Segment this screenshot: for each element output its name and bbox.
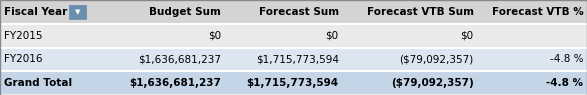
Text: $0: $0 (208, 31, 221, 41)
Bar (104, 0, 225, 24)
Text: $0: $0 (326, 31, 339, 41)
Text: Forecast VTB %: Forecast VTB % (492, 7, 583, 17)
Text: ▼: ▼ (75, 9, 80, 15)
Bar (225, 24, 342, 48)
Bar (342, 71, 477, 95)
Bar (477, 24, 587, 48)
Bar (342, 48, 477, 71)
Bar (0, 71, 104, 95)
Bar (477, 0, 587, 24)
Bar (104, 48, 225, 71)
Bar (477, 71, 587, 95)
Bar (69, 5, 86, 19)
Text: ($79,092,357): ($79,092,357) (391, 78, 474, 88)
Bar (342, 24, 477, 48)
Text: FY2016: FY2016 (4, 54, 43, 64)
Text: -4.8 %: -4.8 % (546, 78, 583, 88)
Text: FY2015: FY2015 (4, 31, 43, 41)
Text: ($79,092,357): ($79,092,357) (400, 54, 474, 64)
Text: Forecast Sum: Forecast Sum (259, 7, 339, 17)
Bar (0, 0, 104, 24)
Text: $1,715,773,594: $1,715,773,594 (247, 78, 339, 88)
Text: $1,636,681,237: $1,636,681,237 (129, 78, 221, 88)
Bar (225, 48, 342, 71)
Bar (0, 48, 104, 71)
Bar (477, 48, 587, 71)
Text: $1,636,681,237: $1,636,681,237 (139, 54, 221, 64)
Bar (342, 0, 477, 24)
Text: Forecast VTB Sum: Forecast VTB Sum (367, 7, 474, 17)
Text: -4.8 %: -4.8 % (550, 54, 583, 64)
Bar (225, 71, 342, 95)
Text: $1,715,773,594: $1,715,773,594 (256, 54, 339, 64)
Bar (104, 24, 225, 48)
Text: Fiscal Year: Fiscal Year (4, 7, 68, 17)
Bar (225, 0, 342, 24)
Text: $0: $0 (461, 31, 474, 41)
Text: Grand Total: Grand Total (4, 78, 72, 88)
Bar (104, 71, 225, 95)
Text: Budget Sum: Budget Sum (150, 7, 221, 17)
Bar (0, 24, 104, 48)
